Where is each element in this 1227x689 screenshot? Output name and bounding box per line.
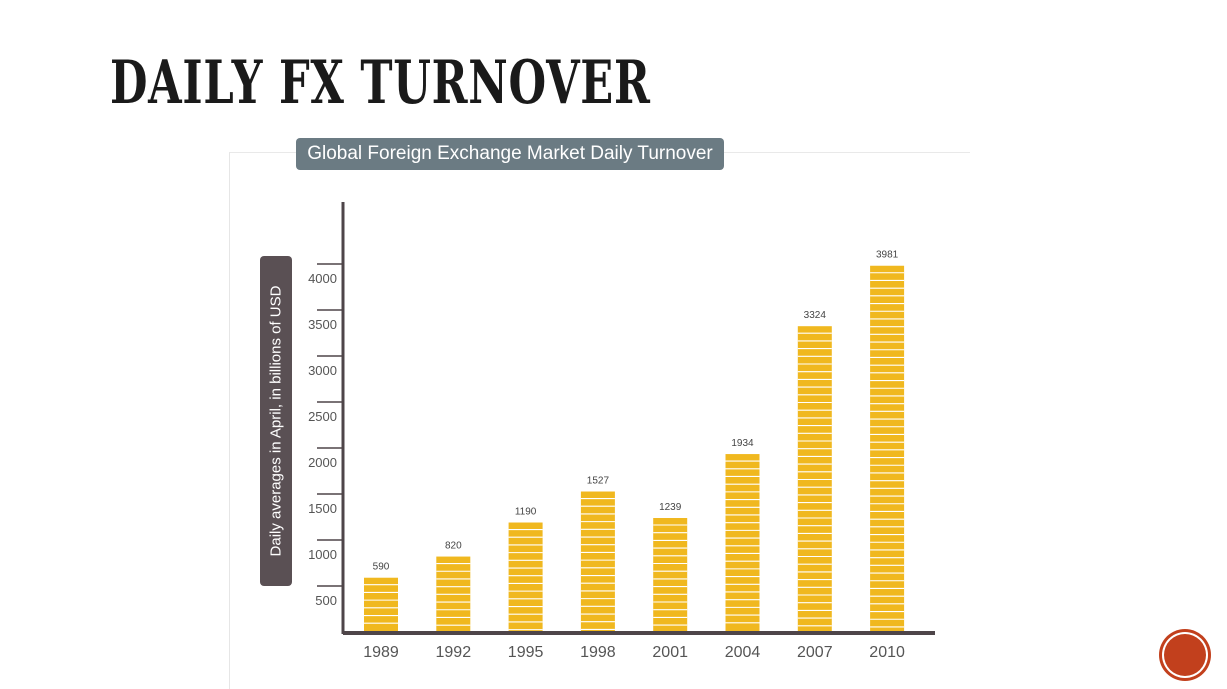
bar-2010 — [870, 265, 905, 631]
bar-fill — [436, 556, 471, 631]
x-tick-label: 1995 — [508, 644, 544, 661]
bar-1992 — [436, 556, 471, 631]
y-tick-label: 2000 — [308, 455, 337, 470]
x-tick-label: 1992 — [436, 644, 472, 661]
slide-nav-badge[interactable] — [1162, 632, 1208, 678]
bar-fill — [653, 518, 688, 631]
data-label: 1190 — [515, 507, 537, 518]
bar-2004 — [725, 454, 760, 631]
bar-1995 — [508, 522, 543, 631]
y-tick-label: 3000 — [308, 363, 337, 378]
data-label: 590 — [373, 562, 390, 573]
bar-1998 — [580, 491, 615, 631]
bar-2001 — [653, 518, 688, 631]
data-label: 820 — [445, 541, 462, 552]
y-tick-label: 1500 — [308, 501, 337, 516]
x-tick-label: 2004 — [725, 644, 761, 661]
y-tick-label: 500 — [315, 593, 337, 608]
bar-fill — [364, 577, 398, 631]
y-tick-label: 3500 — [308, 317, 337, 332]
x-tick-label: 1998 — [580, 644, 616, 661]
data-label: 1934 — [731, 438, 754, 449]
bar-fill — [508, 522, 543, 631]
x-tick-label: 2007 — [797, 644, 833, 661]
bar-fill — [725, 454, 760, 631]
bar-fill — [797, 326, 832, 631]
x-tick-label: 1989 — [363, 644, 399, 661]
bar-1989 — [364, 577, 398, 631]
chart-title: Global Foreign Exchange Market Daily Tur… — [296, 138, 724, 170]
y-tick-label: 2500 — [308, 409, 337, 424]
x-tick-label: 2010 — [869, 644, 905, 661]
data-label: 1527 — [587, 476, 610, 487]
data-label: 3981 — [876, 250, 899, 261]
bar-fill — [580, 491, 615, 631]
data-label: 3324 — [804, 310, 827, 321]
slide-title: DAILY FX TURNOVER — [110, 48, 651, 118]
y-tick-label: 1000 — [308, 547, 337, 562]
x-tick-label: 2001 — [652, 644, 688, 661]
data-label: 1239 — [659, 502, 682, 513]
bar-fill — [870, 265, 905, 631]
y-axis-label-box: Daily averages in April, in billions of … — [260, 256, 292, 586]
y-tick-label: 4000 — [308, 271, 337, 286]
bar-2007 — [797, 326, 832, 631]
